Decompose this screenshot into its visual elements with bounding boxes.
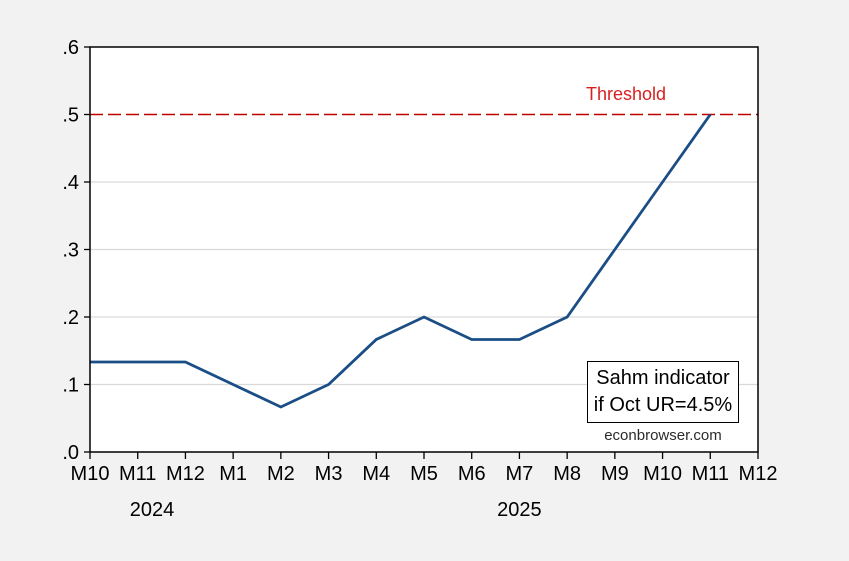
x-tick-label: M9	[601, 463, 629, 485]
x-year-label: 2025	[497, 499, 542, 521]
legend-line-1: Sahm indicator	[596, 367, 730, 389]
x-tick-label: M3	[315, 463, 343, 485]
x-tick-label: M8	[553, 463, 581, 485]
x-tick-label: M11	[119, 463, 156, 485]
x-tick-label: M7	[506, 463, 534, 485]
x-tick-label: M5	[410, 463, 438, 485]
y-tick-label: .4	[62, 172, 79, 194]
y-tick-label: .5	[62, 105, 79, 127]
y-tick-label: .6	[62, 37, 79, 59]
x-tick-label: M10	[643, 463, 682, 485]
x-tick-label: M4	[362, 463, 390, 485]
threshold-label: Threshold	[586, 84, 667, 104]
x-tick-label: M12	[739, 463, 778, 485]
y-tick-label: .0	[62, 442, 79, 464]
x-year-label: 2024	[130, 499, 175, 521]
y-tick-label: .1	[62, 375, 79, 397]
x-tick-label: M10	[71, 463, 110, 485]
x-tick-label: M1	[219, 463, 247, 485]
y-tick-label: .3	[62, 240, 79, 262]
legend-line-2: if Oct UR=4.5%	[593, 394, 733, 416]
x-tick-label: M2	[267, 463, 295, 485]
y-tick-label: .2	[62, 307, 79, 329]
x-tick-label: M11	[692, 463, 729, 485]
x-tick-label: M12	[166, 463, 205, 485]
watermark-econbrowser: econbrowser.com	[604, 427, 722, 444]
x-tick-label: M6	[458, 463, 486, 485]
legend-box: Sahm indicator if Oct UR=4.5%	[587, 361, 739, 423]
series-line	[90, 113, 712, 409]
